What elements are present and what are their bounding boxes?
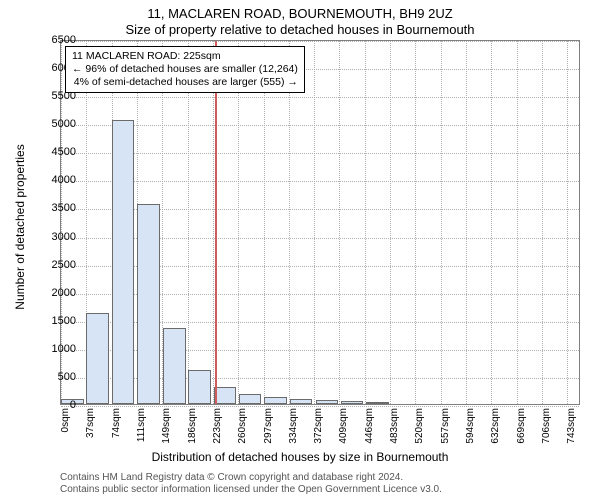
xtick-label: 594sqm	[465, 408, 476, 452]
gridline-v	[213, 41, 214, 404]
histogram-bar	[188, 370, 211, 404]
gridline-v	[517, 41, 518, 404]
ytick-label: 1500	[26, 315, 76, 327]
ytick-label: 5000	[26, 118, 76, 130]
histogram-bar	[366, 402, 389, 404]
histogram-bar	[163, 328, 186, 404]
gridline-v	[289, 41, 290, 404]
marker-line	[215, 41, 217, 404]
gridline-h	[61, 406, 579, 407]
gridline-v	[339, 41, 340, 404]
annotation-line: 4% of semi-detached houses are larger (5…	[72, 76, 298, 89]
xtick-label: 0sqm	[60, 408, 71, 452]
xtick-label: 260sqm	[237, 408, 248, 452]
xtick-label: 111sqm	[136, 408, 147, 452]
histogram-bar	[316, 400, 339, 404]
plot-area	[60, 40, 580, 405]
gridline-h	[61, 125, 579, 126]
ytick-label: 1000	[26, 343, 76, 355]
gridline-v	[264, 41, 265, 404]
histogram-bar	[341, 401, 364, 404]
gridline-v	[542, 41, 543, 404]
gridline-h	[61, 97, 579, 98]
ytick-label: 3000	[26, 231, 76, 243]
gridline-v	[415, 41, 416, 404]
histogram-bar	[214, 387, 237, 404]
y-axis-label: Number of detached properties	[13, 97, 27, 357]
attribution: Contains HM Land Registry data © Crown c…	[60, 472, 442, 496]
ytick-label: 4500	[26, 146, 76, 158]
ytick-label: 6500	[26, 34, 76, 46]
xtick-label: 669sqm	[516, 408, 527, 452]
xtick-label: 743sqm	[566, 408, 577, 452]
gridline-h	[61, 181, 579, 182]
histogram-bar	[239, 394, 262, 404]
xtick-label: 520sqm	[414, 408, 425, 452]
xtick-label: 372sqm	[313, 408, 324, 452]
gridline-h	[61, 41, 579, 42]
ytick-label: 2000	[26, 287, 76, 299]
xtick-label: 149sqm	[161, 408, 172, 452]
xtick-label: 37sqm	[85, 408, 96, 452]
xtick-label: 74sqm	[111, 408, 122, 452]
gridline-v	[314, 41, 315, 404]
xtick-label: 557sqm	[440, 408, 451, 452]
xtick-label: 446sqm	[364, 408, 375, 452]
annotation-box: 11 MACLAREN ROAD: 225sqm← 96% of detache…	[65, 46, 305, 93]
gridline-v	[441, 41, 442, 404]
ytick-label: 3500	[26, 202, 76, 214]
gridline-h	[61, 153, 579, 154]
chart-title-line2: Size of property relative to detached ho…	[0, 22, 600, 37]
gridline-v	[188, 41, 189, 404]
xtick-label: 223sqm	[212, 408, 223, 452]
gridline-v	[365, 41, 366, 404]
gridline-v	[466, 41, 467, 404]
chart-title-line1: 11, MACLAREN ROAD, BOURNEMOUTH, BH9 2UZ	[0, 6, 600, 21]
gridline-v	[567, 41, 568, 404]
annotation-line: ← 96% of detached houses are smaller (12…	[72, 63, 298, 76]
ytick-label: 2500	[26, 259, 76, 271]
xtick-label: 409sqm	[338, 408, 349, 452]
histogram-bar	[86, 313, 109, 404]
attribution-line2: Contains public sector information licen…	[60, 484, 442, 496]
histogram-bar	[112, 120, 135, 404]
xtick-label: 706sqm	[541, 408, 552, 452]
histogram-bar	[264, 397, 287, 404]
ytick-label: 4000	[26, 174, 76, 186]
histogram-bar	[290, 399, 313, 404]
gridline-v	[238, 41, 239, 404]
xtick-label: 297sqm	[263, 408, 274, 452]
ytick-label: 500	[26, 371, 76, 383]
xtick-label: 186sqm	[187, 408, 198, 452]
attribution-line1: Contains HM Land Registry data © Crown c…	[60, 472, 442, 484]
xtick-label: 632sqm	[490, 408, 501, 452]
histogram-bar	[137, 204, 160, 404]
xtick-label: 334sqm	[288, 408, 299, 452]
x-axis-label: Distribution of detached houses by size …	[0, 450, 600, 464]
annotation-line: 11 MACLAREN ROAD: 225sqm	[72, 50, 298, 63]
gridline-v	[390, 41, 391, 404]
gridline-v	[491, 41, 492, 404]
xtick-label: 483sqm	[389, 408, 400, 452]
